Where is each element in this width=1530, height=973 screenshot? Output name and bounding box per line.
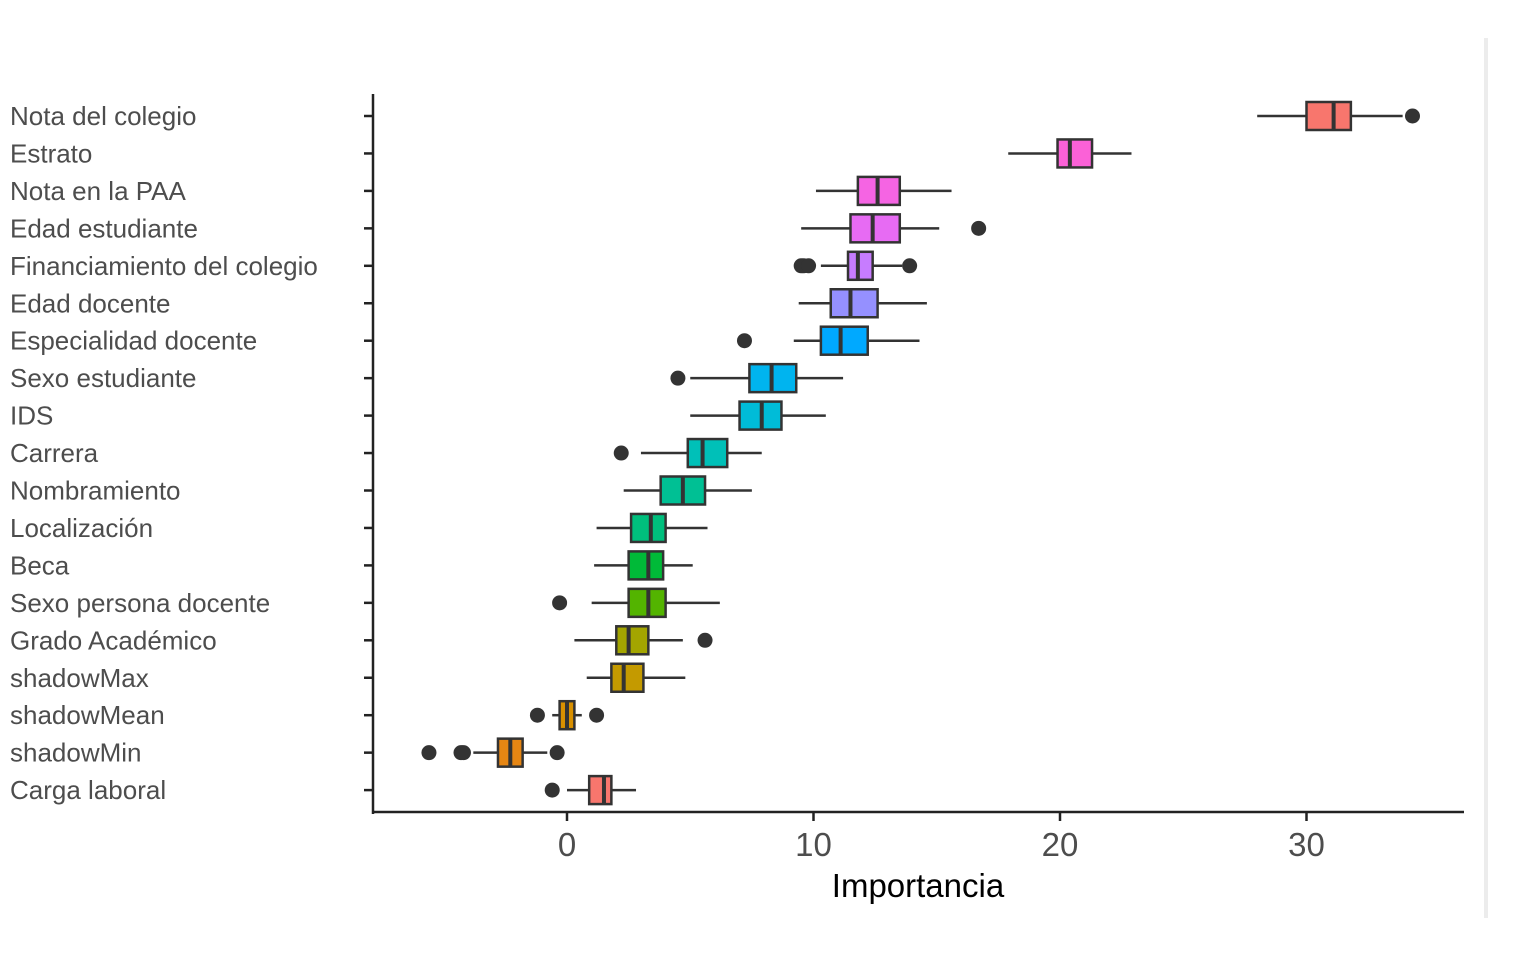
box-iqr: [1056, 138, 1094, 169]
box-3: [815, 175, 952, 207]
y-tick-label: Grado Académico: [10, 625, 217, 655]
box-2: [1008, 138, 1132, 169]
x-axis-title: Importancia: [832, 867, 1005, 904]
y-tick-label: shadowMax: [10, 663, 149, 693]
image-right-border: [1484, 38, 1488, 918]
box-18: [421, 737, 565, 768]
box-iqr: [610, 662, 645, 693]
y-tick-label: Localización: [10, 513, 153, 543]
box-iqr: [627, 550, 665, 581]
x-axis-ticks: 0 10 20 30: [558, 812, 1325, 863]
box-15: [574, 625, 713, 656]
box-10: [613, 437, 762, 469]
box-iqr: [629, 512, 667, 544]
box-12: [596, 512, 708, 544]
box-17: [529, 699, 605, 731]
outlier-point: [697, 632, 713, 648]
y-tick-label: Edad estudiante: [10, 213, 198, 243]
y-tick-label: Sexo persona docente: [10, 588, 270, 618]
outlier-point: [670, 370, 686, 386]
outlier-point: [529, 707, 545, 723]
outlier-point: [589, 707, 605, 723]
box-iqr: [615, 625, 650, 656]
y-tick-label: Nota del colegio: [10, 101, 196, 131]
box-13: [594, 550, 693, 581]
box-7: [736, 325, 920, 356]
y-tick-label: Carga laboral: [10, 775, 166, 805]
y-tick-label: shadowMin: [10, 738, 142, 768]
y-axis-ticks: [364, 114, 373, 792]
box-19: [544, 774, 637, 806]
box-5: [793, 250, 918, 282]
outlier-point: [1404, 108, 1420, 124]
box-iqr: [587, 774, 613, 806]
box-iqr: [846, 250, 874, 282]
box-8: [670, 362, 844, 394]
box-14: [552, 587, 720, 619]
outlier-point: [902, 258, 918, 274]
box-iqr: [686, 437, 729, 469]
box-iqr: [849, 213, 902, 244]
outlier-point: [544, 782, 560, 798]
x-tick-label: 30: [1288, 826, 1325, 863]
y-tick-label: Nota en la PAA: [10, 176, 187, 206]
x-tick-label: 20: [1042, 826, 1079, 863]
outlier-point: [552, 595, 568, 611]
x-tick-label: 0: [558, 826, 576, 863]
outlier-point: [801, 258, 817, 274]
y-tick-label: shadowMean: [10, 700, 165, 730]
y-tick-label: Especialidad docente: [10, 326, 257, 356]
box-11: [623, 475, 752, 506]
category-labels: Nota del colegio Estrato Nota en la PAA Eda…: [10, 101, 318, 805]
y-tick-label: Financiamiento del colegio: [10, 251, 318, 281]
y-tick-label: Sexo estudiante: [10, 363, 196, 393]
y-tick-label: Estrato: [10, 138, 92, 168]
boxplot-series: [421, 100, 1420, 806]
outlier-point: [736, 333, 752, 349]
box-iqr: [1305, 100, 1353, 132]
y-tick-label: Edad docente: [10, 288, 170, 318]
y-tick-label: Carrera: [10, 438, 99, 468]
axes: [371, 94, 1464, 814]
box-iqr: [829, 288, 879, 319]
outlier-point: [613, 445, 629, 461]
y-tick-label: Nombramiento: [10, 476, 181, 506]
y-tick-label: Beca: [10, 550, 70, 580]
outlier-point: [455, 745, 471, 761]
outlier-point: [421, 745, 437, 761]
outlier-point: [971, 220, 987, 236]
outlier-point: [549, 745, 565, 761]
box-6: [798, 288, 927, 319]
y-tick-label: IDS: [10, 401, 53, 431]
box-1: [1257, 100, 1420, 132]
box-16: [586, 662, 686, 693]
x-tick-label: 10: [795, 826, 832, 863]
box-iqr: [819, 325, 869, 356]
box-4: [801, 213, 987, 244]
box-9: [690, 400, 826, 431]
